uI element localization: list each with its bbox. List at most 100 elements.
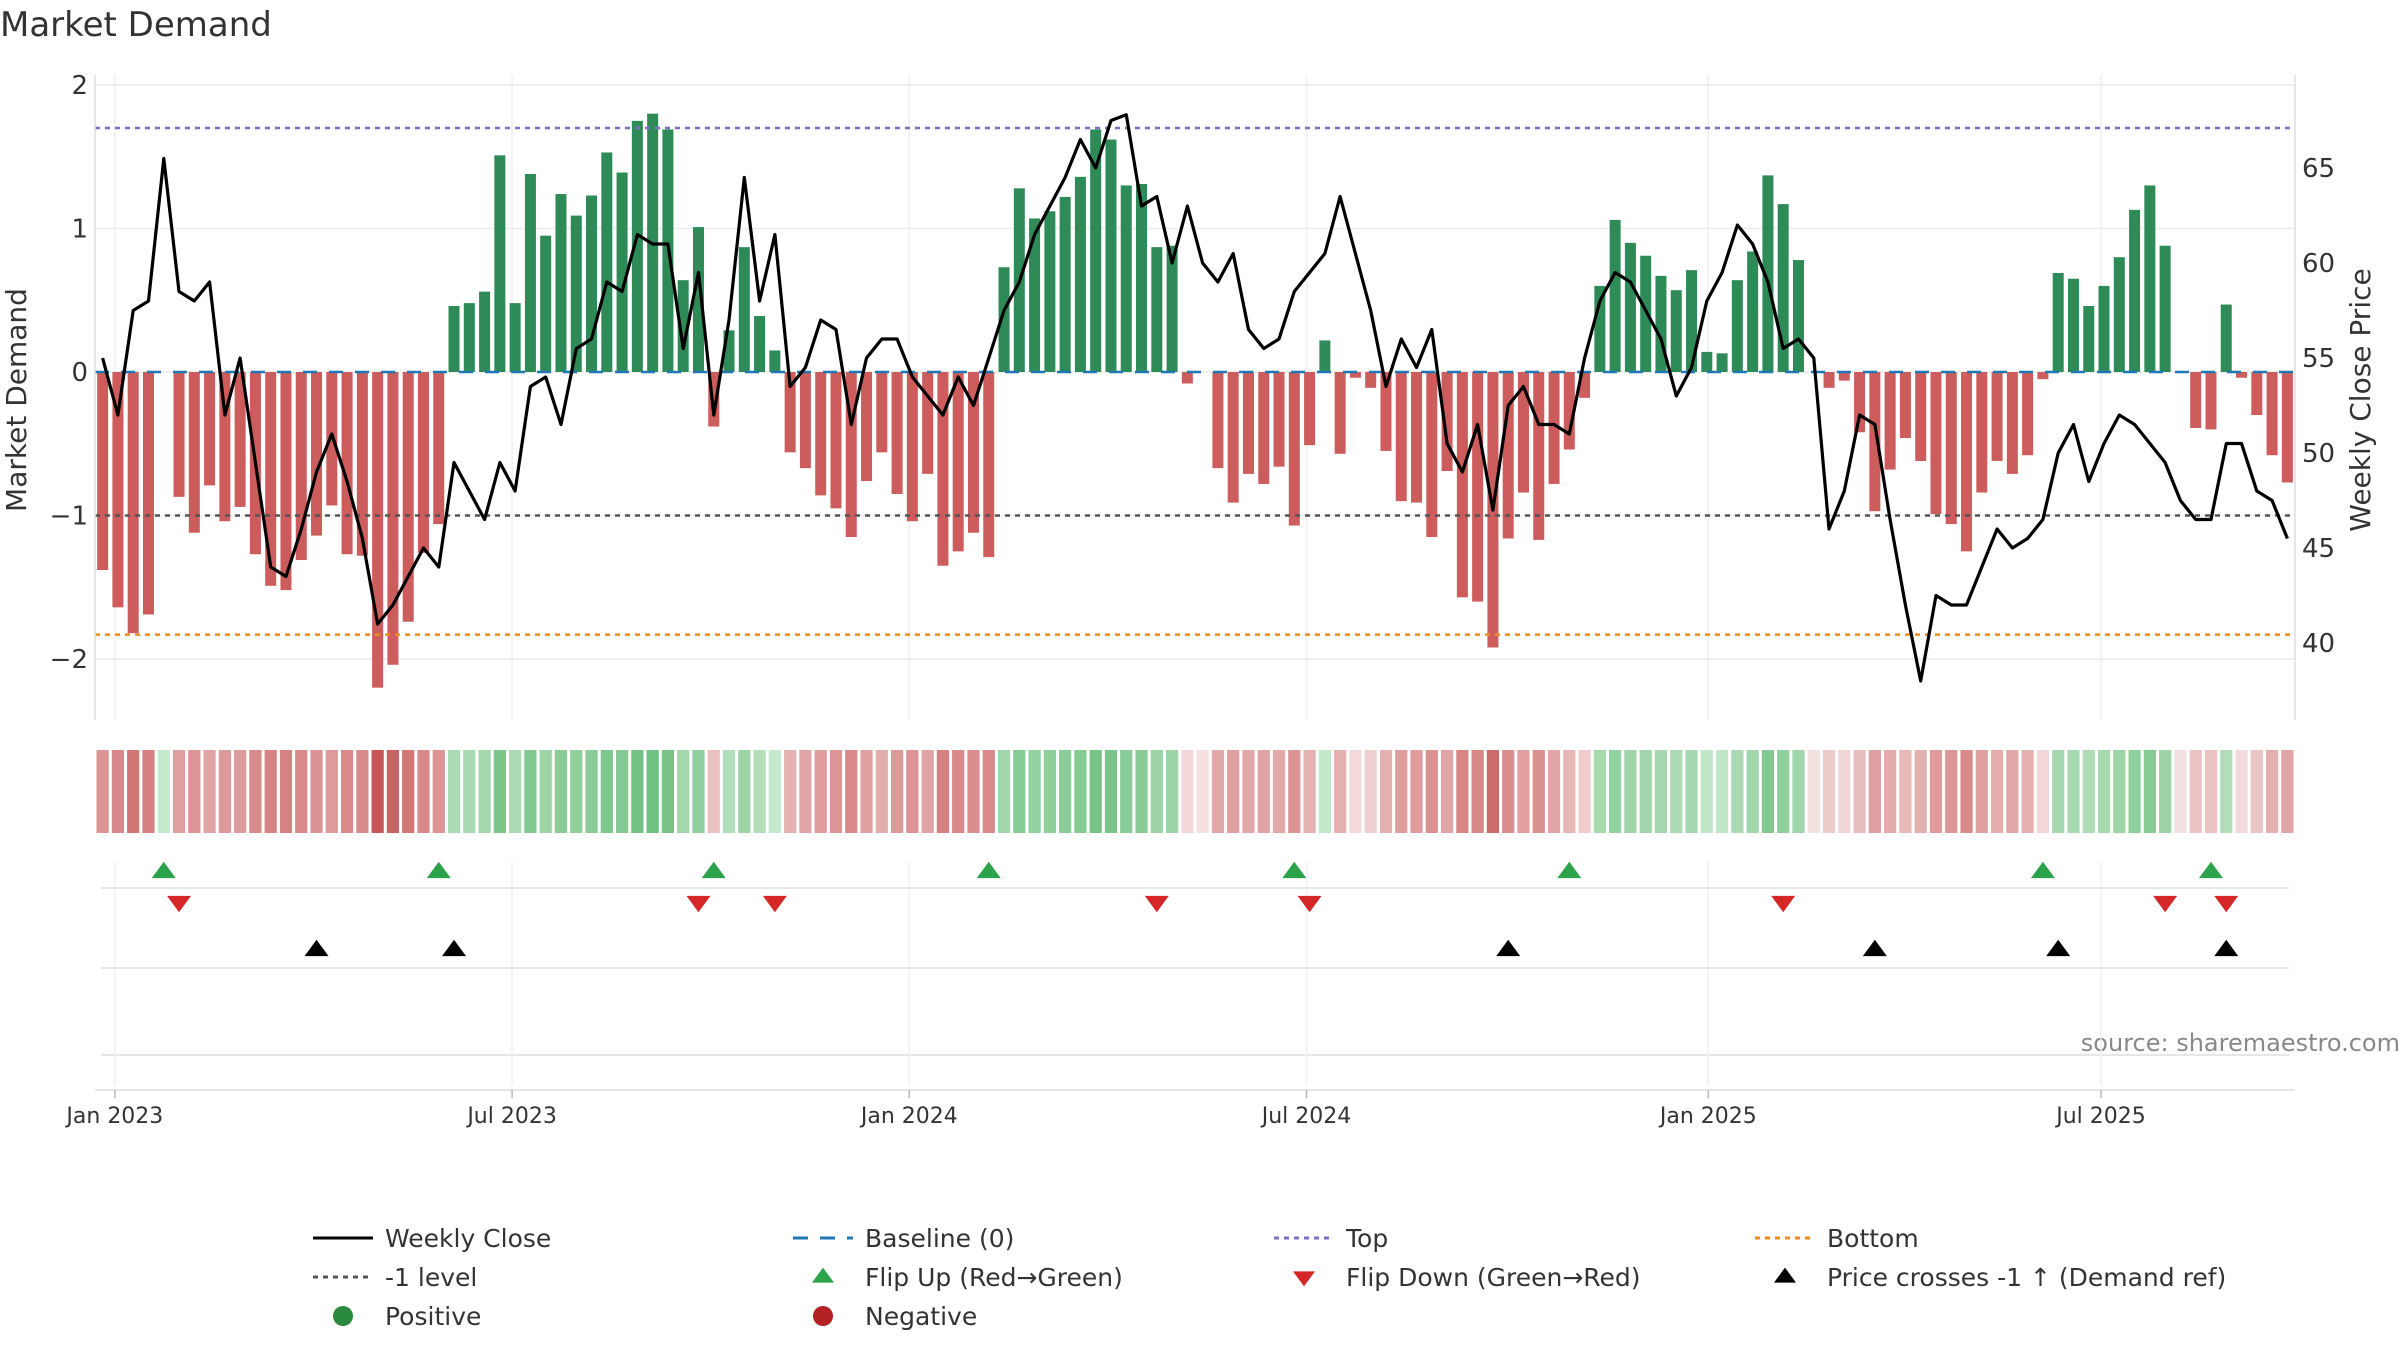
x-tick-label: Jan 2023 (64, 1104, 163, 1129)
demand-strip-cell (1089, 750, 1102, 833)
demand-bar (983, 372, 995, 558)
demand-strip-cell (2159, 750, 2172, 833)
y-tick-left: −1 (50, 502, 88, 532)
demand-strip-cell (1227, 750, 1240, 833)
demand-bar (1747, 251, 1759, 372)
demand-strip-cell (2097, 750, 2111, 833)
demand-bar (1120, 185, 1132, 372)
demand-bar (1059, 196, 1071, 372)
legend-item: Weekly Close (313, 1224, 551, 1253)
legend-label: Bottom (1827, 1224, 1919, 1253)
demand-bar (295, 372, 307, 560)
demand-bar (2266, 372, 2278, 456)
demand-bar (1044, 211, 1056, 372)
flip-up-marker (2198, 861, 2223, 879)
demand-bar (142, 372, 154, 615)
demand-strip-cell (1547, 750, 1561, 833)
demand-strip-cell (188, 750, 201, 833)
bars-layer (97, 113, 2293, 688)
marker-row-spacer (95, 840, 2295, 900)
demand-strip-cell (585, 750, 598, 833)
demand-strip-cell (600, 750, 613, 833)
x-tick-label: Jan 2024 (859, 1104, 958, 1129)
demand-strip-cell (1884, 750, 1897, 833)
demand-strip-cell (936, 750, 950, 833)
y-tick-right: 45 (2302, 534, 2335, 564)
demand-strip-cell (1777, 750, 1790, 833)
demand-bar (1915, 372, 1927, 461)
demand-strip-cell (2281, 750, 2294, 833)
demand-strip-cell (661, 750, 675, 833)
demand-strip-cell (722, 750, 736, 833)
demand-strip-cell (967, 750, 980, 833)
demand-strip-cell (860, 750, 873, 833)
demand-strip-cell (2265, 750, 2279, 833)
demand-bar (265, 372, 277, 586)
demand-strip-cell (1868, 750, 1881, 833)
demand-bar (1380, 372, 1392, 451)
demand-bar (937, 372, 949, 566)
demand-strip-cell (2067, 750, 2080, 833)
flip-down-marker (686, 895, 711, 913)
demand-bar (1365, 372, 1377, 388)
demand-bar (402, 372, 414, 622)
demand-strip-cell (707, 750, 720, 833)
demand-bar (2220, 304, 2232, 372)
legend-label: Baseline (0) (865, 1224, 1014, 1253)
legend-item: Flip Down (Green→Red) (1293, 1263, 1641, 1292)
demand-strip-cell (1242, 750, 1255, 833)
legend-item: Negative (813, 1302, 977, 1331)
demand-bar (845, 372, 857, 538)
y-tick-right: 55 (2302, 344, 2335, 374)
demand-bar (1533, 372, 1545, 540)
demand-strip-cell (997, 750, 1011, 833)
demand-bar (1609, 219, 1621, 372)
demand-strip-cell (814, 750, 827, 833)
y-axis-right-label: Weekly Close Price (2344, 268, 2377, 531)
demand-strip-cell (2204, 750, 2218, 833)
demand-bar (311, 372, 323, 536)
demand-bar (570, 215, 582, 372)
marker-row-spacer (95, 918, 2295, 978)
demand-bar (1716, 353, 1728, 372)
demand-strip-cell (890, 750, 904, 833)
demand-strip-cell (127, 750, 140, 833)
demand-strip-cell (1593, 750, 1606, 833)
demand-bar (2144, 185, 2156, 372)
demand-bar (830, 372, 842, 509)
demand-strip-cell (1196, 750, 1209, 833)
demand-bar (127, 372, 139, 634)
flip-up-marker (976, 861, 1001, 879)
demand-strip-cell (402, 750, 415, 833)
demand-bar (1181, 372, 1193, 384)
demand-bar (1792, 260, 1804, 372)
demand-strip-cell (203, 750, 216, 833)
demand-strip-cell (172, 750, 186, 833)
demand-strip-cell (2021, 750, 2034, 833)
demand-bar (601, 152, 613, 372)
demand-strip-cell (1746, 750, 1759, 833)
demand-bar (754, 316, 766, 372)
demand-strip-cell (1318, 750, 1331, 833)
legend-item: Price crosses -1 ↑ (Demand ref) (1774, 1263, 2226, 1292)
demand-strip-cell (2220, 750, 2233, 833)
demand-bar (2052, 272, 2064, 372)
demand-bar (1441, 372, 1453, 472)
demand-bar (784, 372, 796, 453)
legend-label: Top (1345, 1224, 1388, 1253)
demand-strip-cell (753, 750, 766, 833)
demand-bar (1258, 372, 1270, 484)
marker-row-spacer (95, 995, 2295, 1055)
demand-strip-cell (1761, 750, 1775, 833)
demand-strip-cell (1670, 750, 1683, 833)
demand-bar (1273, 372, 1285, 467)
demand-strip-cell (875, 750, 888, 833)
demand-bar (2205, 372, 2217, 430)
demand-strip-cell (2189, 750, 2202, 833)
demand-bar (448, 305, 460, 372)
demand-bar (1670, 290, 1682, 372)
demand-bar (494, 155, 506, 372)
demand-bar (112, 372, 124, 608)
legend-item: Top (1274, 1224, 1388, 1253)
demand-strip-cell (2082, 750, 2095, 833)
